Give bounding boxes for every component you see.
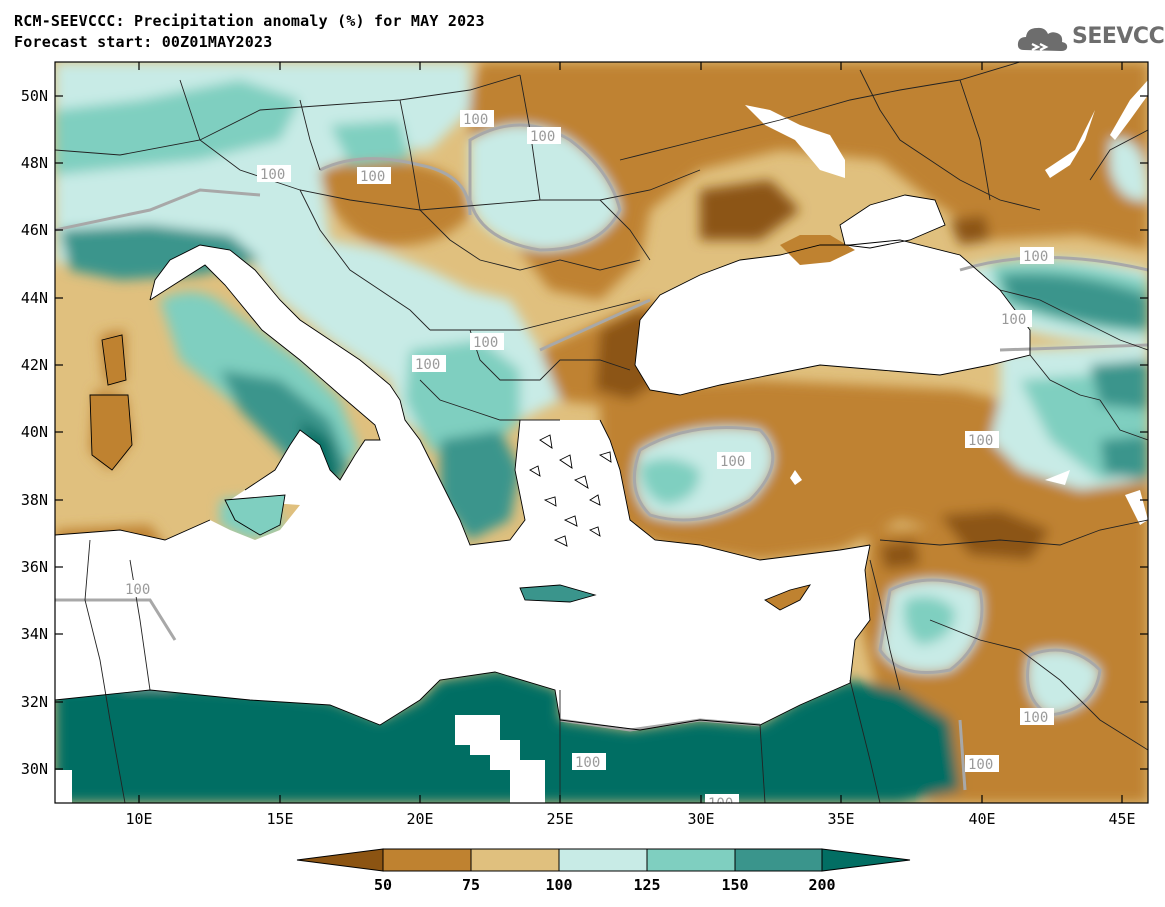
mediterranean-sea: [55, 245, 870, 730]
colorbar-segment: [734, 848, 823, 872]
crimea: [780, 235, 855, 265]
contour-label: 100: [357, 167, 391, 185]
contour-label: 100: [572, 753, 606, 771]
latitude-axis: 50N 48N 46N 44N 42N 40N 38N 36N 34N 32N …: [21, 87, 1148, 778]
lat-label: 50N: [21, 87, 48, 105]
lon-label: 45E: [1108, 810, 1135, 828]
lat-label: 32N: [21, 693, 48, 711]
lon-label: 40E: [968, 810, 995, 828]
contour-label: 100: [998, 310, 1032, 328]
svg-text:100: 100: [260, 167, 285, 183]
contour-label: 100: [257, 165, 291, 183]
lat-label: 34N: [21, 625, 48, 643]
colorbar-label: 125: [633, 876, 661, 894]
contour-labels: 100 100 100 100 100 100 100 100 100 100 …: [122, 110, 1054, 812]
crete: [520, 585, 595, 602]
libya-white-patch: [455, 715, 545, 803]
svg-text:100: 100: [463, 112, 488, 128]
colorbar-segment: [470, 848, 560, 872]
svg-text:100: 100: [530, 129, 555, 145]
colorbar-label: 100: [545, 876, 573, 894]
sardinia: [90, 395, 132, 470]
svg-text:100: 100: [360, 169, 385, 185]
corsica: [102, 335, 126, 385]
white-patch-northeast: [1110, 80, 1148, 140]
svg-text:100: 100: [415, 357, 440, 373]
lat-label: 38N: [21, 491, 48, 509]
colorbar-segment: [296, 848, 384, 872]
colorbar-segment: [382, 848, 472, 872]
colorbar-label: 150: [721, 876, 749, 894]
black-sea: [635, 240, 1030, 395]
sea-of-azov: [840, 195, 945, 248]
colorbar-segment: [646, 848, 736, 872]
lat-label: 42N: [21, 356, 48, 374]
lon-label: 15E: [266, 810, 293, 828]
lat-label: 46N: [21, 221, 48, 239]
seevccc-logo: SEEVCCC: [1016, 20, 1165, 56]
contour-100: [55, 123, 1148, 791]
svg-text:100: 100: [1001, 312, 1026, 328]
lake-white-patch: [745, 105, 845, 178]
contour-label: 100: [412, 355, 446, 373]
contour-label: 100: [705, 794, 739, 812]
lon-label: 30E: [687, 810, 714, 828]
lat-label: 44N: [21, 289, 48, 307]
lon-label: 10E: [125, 810, 152, 828]
svg-text:100: 100: [125, 582, 150, 598]
cloud-icon: [1017, 27, 1068, 51]
svg-text:100: 100: [575, 755, 600, 771]
anomaly-field: 100 100 100 100 100 100 100 100 100 100 …: [55, 62, 1148, 812]
lon-label: 25E: [546, 810, 573, 828]
forecast-start-label: Forecast start: 00Z01MAY2023: [14, 33, 273, 51]
country-borders: [55, 62, 1148, 803]
longitude-axis: 10E 15E 20E 25E 30E 35E 40E 45E: [125, 62, 1136, 828]
colorbar-label: 200: [808, 876, 836, 894]
sicily: [225, 495, 285, 535]
contour-label: 100: [965, 755, 999, 773]
svg-text:100: 100: [473, 335, 498, 351]
svg-text:100: 100: [720, 454, 745, 470]
lat-label: 40N: [21, 423, 48, 441]
map-title: RCM-SEEVCCC: Precipitation anomaly (%) f…: [14, 12, 485, 30]
lat-label: 36N: [21, 558, 48, 576]
colorbar: [296, 848, 911, 872]
contour-label: 100: [1020, 708, 1054, 726]
lat-label: 30N: [21, 760, 48, 778]
contour-label: 100: [1020, 247, 1054, 265]
colorbar-segment: [821, 848, 911, 872]
svg-text:100: 100: [1023, 249, 1048, 265]
contour-label: 100: [470, 333, 504, 351]
colorbar-label: 50: [373, 876, 393, 894]
colorbar-label: 75: [461, 876, 481, 894]
contour-label: 100: [717, 452, 751, 470]
white-patch-north: [1045, 110, 1095, 178]
lon-label: 35E: [827, 810, 854, 828]
logo-text: SEEVCCC: [1072, 24, 1165, 49]
svg-text:100: 100: [708, 796, 733, 812]
lat-label: 48N: [21, 154, 48, 172]
corner-white-patch: [55, 770, 72, 803]
cyprus: [765, 585, 810, 610]
svg-text:100: 100: [968, 433, 993, 449]
lon-label: 20E: [406, 810, 433, 828]
contour-label: 100: [460, 110, 494, 128]
colorbar-segment: [558, 848, 648, 872]
contour-label: 100: [965, 431, 999, 449]
contour-label: 100: [527, 127, 561, 145]
contour-label: 100: [122, 580, 156, 598]
coastlines: [55, 194, 1031, 731]
svg-text:100: 100: [968, 757, 993, 773]
svg-text:100: 100: [1023, 710, 1048, 726]
